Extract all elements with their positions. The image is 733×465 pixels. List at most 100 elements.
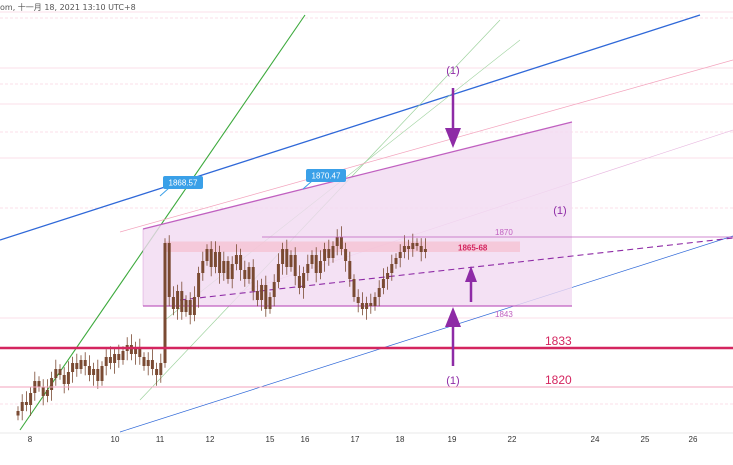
annotations-layer: (1) (1) (1)	[445, 65, 567, 387]
candle-body	[75, 363, 79, 369]
x-tick-label: 12	[206, 435, 215, 444]
candle-body	[66, 372, 70, 384]
arrow-up-small-head	[465, 266, 477, 282]
candle-body	[407, 246, 411, 249]
level-1865-68-label: 1865-68	[458, 244, 488, 253]
candle-body	[192, 297, 196, 315]
candle-body	[302, 273, 306, 288]
candle-body	[218, 252, 222, 273]
zone-top-edge	[142, 121, 573, 230]
candle-body	[87, 366, 91, 375]
candle-body	[339, 237, 343, 249]
candle-body	[159, 363, 163, 375]
candle-body	[50, 378, 54, 390]
candle-body	[276, 264, 280, 282]
arrow-up-head	[445, 307, 461, 327]
x-tick-label: 24	[591, 435, 600, 444]
callout-1868-label: 1868.57	[169, 179, 198, 188]
candle-body	[268, 297, 272, 309]
candle-body	[92, 369, 96, 375]
candle-body	[314, 255, 318, 273]
candle-body	[373, 297, 377, 306]
callout-1870-box	[306, 169, 346, 182]
candle-body	[394, 258, 398, 264]
candle-body	[344, 249, 348, 261]
level-1833-label: 1833	[545, 334, 572, 348]
candle-body	[310, 255, 314, 264]
x-axis: 8 10 11 12 15 16 17 18 19 22 24 25 26	[0, 432, 733, 444]
candle-body	[377, 288, 381, 297]
x-tick-label: 15	[266, 435, 275, 444]
candle-body	[71, 363, 75, 372]
candle-body	[381, 279, 385, 288]
candle-body	[327, 249, 331, 258]
candle-body	[138, 348, 142, 357]
candle-body	[348, 261, 352, 279]
candle-body	[323, 249, 327, 261]
candle-body	[243, 270, 247, 279]
candle-body	[41, 387, 45, 396]
grid-lines	[0, 11, 733, 405]
candle-body	[356, 297, 360, 303]
candle-body	[155, 369, 159, 375]
level-1820-label: 1820	[545, 373, 572, 387]
candle-body	[402, 246, 406, 252]
candle-body	[108, 357, 112, 363]
annotation-top-label: (1)	[446, 65, 459, 77]
candle-body	[100, 366, 104, 381]
candle-body	[20, 402, 24, 411]
x-tick-label: 11	[156, 435, 165, 444]
candle-body	[146, 360, 150, 366]
candle-body	[117, 354, 121, 360]
candle-body	[62, 375, 66, 384]
candle-body	[365, 303, 369, 309]
candle-body	[83, 360, 87, 366]
x-tick-label: 25	[641, 435, 650, 444]
green-trend-line	[19, 14, 306, 431]
candle-body	[167, 243, 171, 297]
x-tick-label: 8	[28, 435, 33, 444]
zone-fill	[143, 122, 572, 306]
x-tick-label: 17	[351, 435, 360, 444]
candle-body	[352, 279, 356, 297]
candle-body	[251, 267, 255, 291]
candle-body	[247, 267, 251, 279]
callout-1868-leader	[159, 187, 170, 197]
candle-body	[29, 393, 33, 405]
candle-body	[176, 291, 180, 309]
candle-body	[96, 369, 100, 381]
candle-body	[285, 249, 289, 267]
candle-body	[45, 390, 49, 396]
candle-body	[272, 282, 276, 297]
annotation-right-label: (1)	[553, 205, 566, 217]
chart-header: om, 十一月 18, 2021 13:10 UTC+8	[0, 3, 136, 12]
candle-body	[129, 345, 133, 354]
candle-body	[260, 285, 264, 300]
candle-body	[411, 243, 415, 249]
level-lines: 1870 1865-68 1843 1833 1820 1868.57 1870.47	[0, 169, 733, 388]
candle-body	[150, 360, 154, 369]
callout-1868-box	[163, 176, 203, 189]
candle-body	[188, 300, 192, 315]
candle-body	[134, 348, 138, 354]
x-tick-label: 10	[111, 435, 120, 444]
candle-body	[16, 411, 20, 416]
candle-body	[234, 255, 238, 264]
dashed-support-line	[179, 237, 733, 301]
candle-body	[201, 261, 205, 273]
candle-body	[197, 273, 201, 297]
level-1870-label: 1870	[495, 228, 513, 237]
candle-body	[180, 291, 184, 312]
candle-body	[293, 255, 297, 276]
candle-body	[297, 276, 301, 288]
candle-body	[390, 264, 394, 273]
x-tick-label: 16	[301, 435, 310, 444]
candle-body	[415, 243, 419, 246]
x-tick-label: 19	[448, 435, 457, 444]
candle-body	[142, 357, 146, 366]
candle-body	[37, 381, 41, 387]
candle-body	[306, 264, 310, 273]
candle-body	[163, 243, 167, 363]
candle-body	[369, 303, 373, 306]
